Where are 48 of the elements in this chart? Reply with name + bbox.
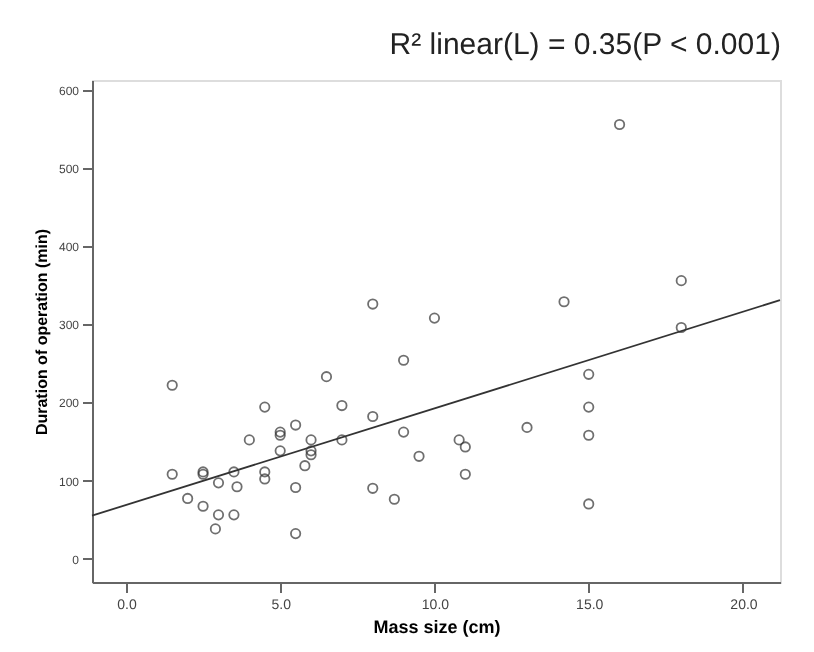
point: [259, 401, 271, 413]
point: [459, 468, 471, 480]
point: [367, 482, 379, 494]
point: [583, 498, 595, 510]
point: [453, 434, 465, 446]
point: [166, 379, 178, 391]
y-axis-title: Duration of operation (min): [32, 228, 51, 436]
point: [367, 298, 379, 310]
point: [558, 296, 570, 308]
point: [182, 492, 194, 505]
point: [231, 481, 243, 493]
point: [228, 466, 240, 478]
point: [305, 449, 317, 461]
point: [212, 477, 225, 489]
point: [388, 493, 400, 505]
point: [209, 523, 221, 535]
point: [583, 401, 595, 413]
point: [459, 441, 471, 453]
point: [675, 275, 687, 287]
point: [274, 445, 286, 457]
point: [290, 481, 302, 494]
point: [336, 399, 348, 412]
point: [583, 368, 595, 380]
point: [521, 421, 533, 433]
x-axis-title: Mass size (cm): [373, 617, 501, 637]
point: [166, 468, 178, 480]
point: [290, 528, 302, 540]
point: [583, 429, 595, 441]
point: [398, 354, 410, 366]
point: [290, 419, 302, 431]
point: [336, 434, 348, 446]
point: [428, 312, 441, 324]
point: [305, 445, 317, 457]
point: [243, 434, 255, 446]
point: [367, 410, 379, 423]
point: [613, 118, 626, 131]
point: [259, 466, 271, 478]
point: [398, 426, 410, 438]
point: [320, 371, 333, 383]
point: [259, 473, 271, 485]
point: [228, 509, 240, 521]
point: [299, 460, 311, 472]
point: [305, 434, 317, 446]
point: [675, 321, 687, 334]
point: [413, 450, 425, 462]
point: [197, 500, 209, 512]
point: [212, 509, 225, 521]
chart-title: R² linear(L) = 0.35(P < 0.001): [389, 28, 781, 62]
